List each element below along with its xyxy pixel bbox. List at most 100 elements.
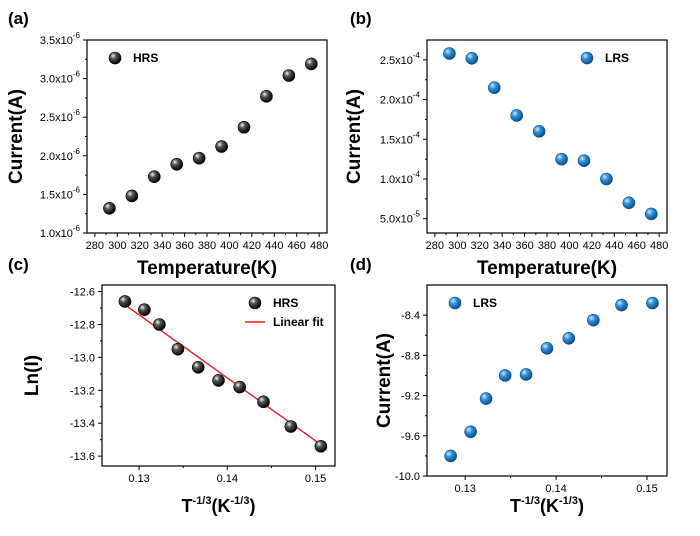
x-tick-label: 340: [153, 240, 171, 252]
data-point-hrs: [257, 395, 270, 409]
data-point-hrs: [192, 151, 206, 165]
panel-c: (c) 0.13 0.14 0.15 -12.6 -12.8 -13.0 -13.2 -13.4…: [8, 255, 336, 516]
plot-frame: [101, 284, 336, 467]
x-tick-label: 340: [493, 240, 511, 252]
data-point-lrs: [510, 109, 524, 122]
data-point-hrs: [138, 303, 151, 316]
x-axis-title: T-1/3(K-1/3): [182, 495, 256, 516]
x-tick-label: 0.15: [636, 483, 657, 495]
y-axis-title: Current(A): [6, 89, 27, 184]
legend-label: LRS: [605, 51, 629, 65]
data-point-lrs: [587, 313, 600, 327]
y-tick-label: -12.8: [70, 319, 95, 331]
panel-label: (b): [350, 9, 372, 28]
y-tick-label: -9.6: [401, 431, 420, 443]
data-point-lrs: [646, 296, 659, 310]
y-tick-label: -9.2: [401, 391, 420, 403]
legend-marker: [108, 51, 122, 65]
data-point-hrs: [103, 201, 116, 215]
x-tick-label: 0.14: [217, 473, 238, 485]
data-point-hrs: [284, 420, 298, 433]
x-tick-label: 280: [426, 240, 444, 252]
legend-fit-label: Linear fit: [273, 315, 324, 329]
data-point-lrs: [498, 369, 512, 382]
y-tick-label: 3.0x10-6: [40, 70, 81, 86]
data-point-lrs: [622, 196, 636, 210]
data-point-hrs: [233, 380, 246, 394]
y-tick-label: 2.5x10-4: [380, 51, 421, 67]
y-tick-label: 3.5x10-6: [40, 31, 81, 47]
x-tick-label: 0.14: [545, 483, 566, 495]
y-axis-title: Current(A): [344, 89, 365, 184]
data-point-lrs: [644, 207, 658, 221]
data-point-lrs: [615, 298, 628, 312]
data-point-hrs: [314, 439, 328, 453]
x-tick-label: 380: [198, 240, 216, 252]
x-tick-label: 440: [605, 240, 623, 252]
data-point-hrs: [212, 374, 225, 387]
panel-label: (c): [8, 255, 29, 274]
data-point-lrs: [464, 425, 477, 439]
legend-marker: [448, 296, 462, 310]
y-tick-label: -12.6: [70, 287, 95, 299]
data-point-lrs: [519, 368, 533, 381]
x-tick-label: 460: [628, 240, 646, 252]
x-tick-label: 0.13: [128, 473, 149, 485]
data-point-hrs: [282, 69, 296, 82]
y-tick-label: 2.0x10-4: [380, 91, 421, 107]
data-point-hrs: [118, 295, 132, 308]
x-axis-title: Temperature(K): [137, 258, 277, 279]
data-point-hrs: [260, 90, 273, 103]
x-tick-label: 460: [288, 240, 306, 252]
plot-frame: [86, 39, 328, 234]
y-tick-label: -10.0: [395, 471, 420, 483]
data-point-hrs: [304, 57, 318, 71]
data-point-lrs: [562, 331, 576, 345]
panel-label: (a): [8, 9, 29, 28]
y-tick-label: -13.6: [70, 451, 95, 463]
legend-marker: [580, 51, 594, 65]
y-tick-label: -13.0: [70, 352, 95, 364]
x-tick-label: 300: [448, 240, 466, 252]
data-point-lrs: [487, 81, 501, 94]
data-point-lrs: [443, 47, 456, 60]
legend-label: HRS: [273, 296, 298, 310]
x-tick-label: 300: [108, 240, 126, 252]
x-tick-label: 360: [175, 240, 193, 252]
y-tick-label: 5.0x10-5: [380, 210, 421, 226]
data-point-lrs: [479, 392, 493, 405]
data-point-hrs: [237, 120, 251, 134]
x-tick-label: 420: [243, 240, 261, 252]
data-point-lrs: [465, 51, 479, 65]
data-point-hrs: [215, 140, 228, 153]
x-axis-title: T-1/3(K-1/3): [510, 495, 584, 516]
data-point-hrs: [171, 342, 185, 356]
data-point-lrs: [532, 125, 546, 138]
legend-label: LRS: [473, 296, 497, 310]
data-point-hrs: [153, 318, 166, 331]
x-tick-label: 280: [86, 240, 104, 252]
y-axis-title: Current(A): [374, 333, 395, 428]
panel-label: (d): [350, 255, 372, 274]
data-point-lrs: [444, 449, 457, 463]
y-tick-label: -8.4: [401, 310, 420, 322]
panel-a: (a) 280 300 320 340 360 380 400 420 440 460 480 1.0x…: [6, 9, 328, 279]
data-point-hrs: [191, 360, 205, 374]
x-tick-label: 440: [265, 240, 283, 252]
x-tick-label: 480: [650, 240, 668, 252]
x-tick-label: 400: [220, 240, 238, 252]
y-tick-label: -8.8: [401, 350, 420, 362]
x-tick-label: 0.15: [305, 473, 326, 485]
y-tick-label: 1.5x10-4: [380, 130, 421, 146]
data-point-lrs: [540, 342, 554, 355]
data-point-lrs: [555, 152, 568, 166]
panel-d: (d) 0.13 0.14 0.15 -8.4 -8.8 -9.2 -9.6 -10.0 T-1/…: [350, 255, 668, 516]
y-tick-label: 1.0x10-6: [40, 224, 81, 240]
x-tick-label: 400: [560, 240, 578, 252]
legend-label: HRS: [133, 51, 158, 65]
y-tick-label: -13.2: [70, 385, 95, 397]
legend-marker: [248, 296, 262, 310]
y-axis-title: Ln(I): [22, 355, 43, 396]
y-tick-label: 1.5x10-6: [40, 185, 81, 201]
